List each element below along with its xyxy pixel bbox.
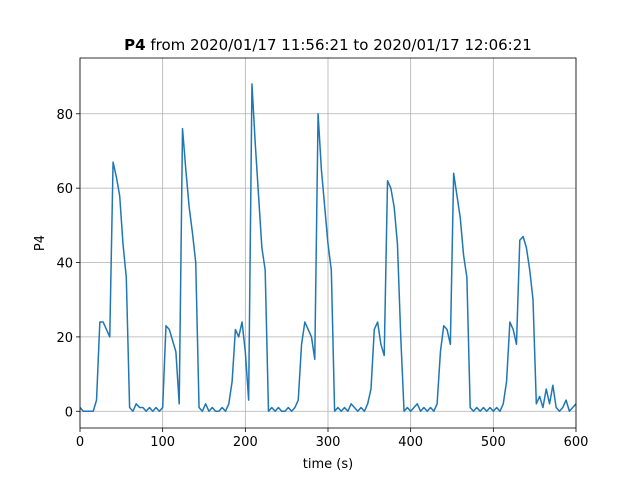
x-axis-label: time (s) xyxy=(303,457,353,472)
x-tick-label: 100 xyxy=(150,435,175,450)
data-line xyxy=(79,83,577,413)
y-tick-label: 60 xyxy=(56,182,73,197)
y-tick-label: 40 xyxy=(56,257,73,272)
x-tick-label: 600 xyxy=(564,435,589,450)
x-tick-label: 300 xyxy=(316,435,341,450)
y-axis-label: P4 xyxy=(33,235,48,251)
y-tick-label: 0 xyxy=(65,405,73,420)
y-tick-label: 20 xyxy=(56,331,73,346)
title-rest: from 2020/01/17 11:56:21 to 2020/01/17 1… xyxy=(150,36,531,54)
x-tick-label: 500 xyxy=(481,435,506,450)
y-tick-label: 80 xyxy=(56,108,73,123)
plot-frame xyxy=(79,57,577,429)
title-variable: P4 xyxy=(124,36,145,54)
x-tick-label: 0 xyxy=(76,435,84,450)
chart-title: P4 from 2020/01/17 11:56:21 to 2020/01/1… xyxy=(124,36,532,54)
x-tick-label: 400 xyxy=(398,435,423,450)
x-tick-label: 200 xyxy=(233,435,258,450)
